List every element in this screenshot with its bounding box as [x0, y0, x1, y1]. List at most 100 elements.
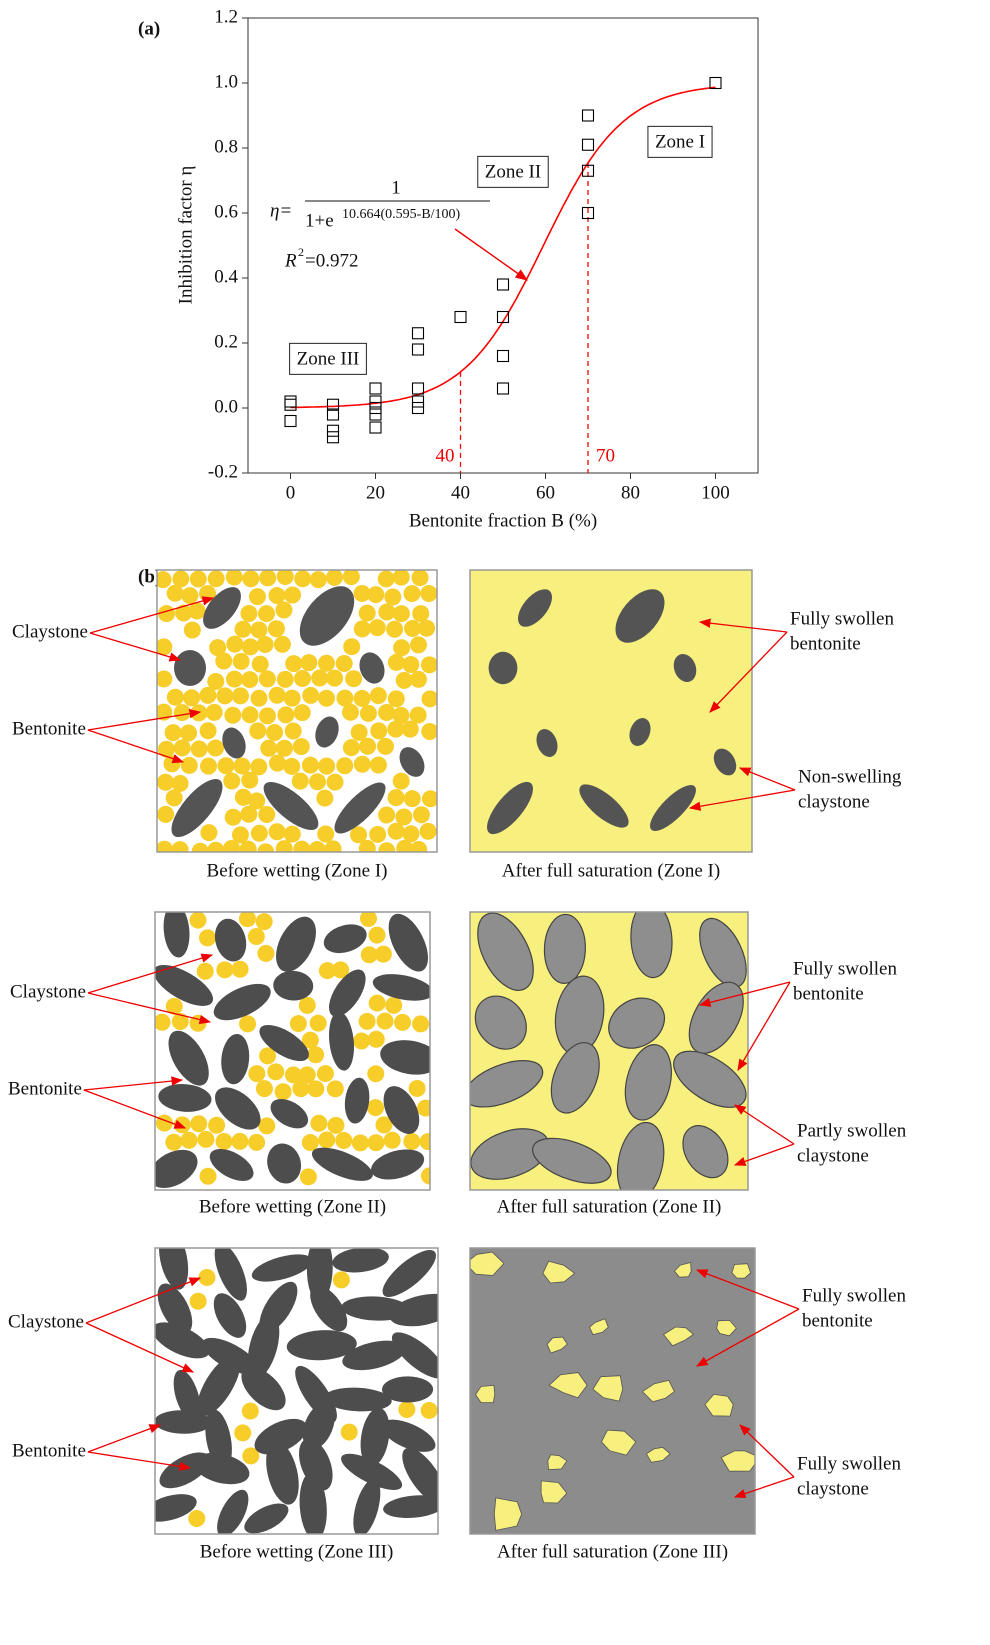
bentonite-grain	[260, 739, 278, 757]
bentonite-grain	[165, 1133, 183, 1151]
arrow	[733, 1143, 795, 1166]
arrow	[87, 1424, 162, 1453]
particle	[267, 1143, 302, 1184]
bentonite-grain	[353, 584, 371, 602]
bentonite-grain	[234, 620, 252, 638]
bentonite-grain	[171, 774, 189, 792]
bentonite-grain	[189, 570, 207, 588]
bentonite-grain	[420, 1401, 438, 1419]
bentonite-grain	[189, 912, 207, 929]
bentonite-grain	[308, 773, 326, 791]
label: claystone	[797, 1478, 869, 1499]
data-point	[709, 76, 722, 90]
data-point	[581, 138, 595, 151]
bentonite-grain	[324, 840, 342, 852]
bentonite-grain	[242, 570, 260, 588]
bentonite-grain	[166, 584, 184, 602]
bentonite-grain	[300, 654, 318, 672]
bentonite-grain	[368, 994, 386, 1012]
arrow	[738, 767, 796, 791]
bentonite-grain	[216, 961, 234, 979]
bentonite-grain	[318, 962, 336, 980]
bentonite-grain	[207, 672, 225, 690]
bentonite-blob	[641, 1379, 675, 1403]
bentonite-grain	[293, 840, 311, 852]
bentonite-grain	[240, 605, 258, 623]
bentonite-grain	[377, 737, 395, 755]
y-tick-label: 0.4	[214, 266, 238, 287]
arrow	[87, 953, 214, 994]
bentonite-grain	[367, 1065, 385, 1083]
bentonite-grain	[215, 652, 233, 670]
arrow	[87, 709, 202, 731]
particle	[402, 1447, 438, 1505]
particle	[155, 1149, 198, 1188]
particle	[310, 1285, 348, 1332]
bentonite-grain	[410, 670, 428, 688]
bentonite-grain	[387, 690, 405, 708]
data-point	[326, 398, 340, 411]
bentonite-grain	[387, 653, 405, 671]
bentonite-blob	[548, 1372, 588, 1399]
bentonite-grain	[188, 1510, 206, 1528]
bentonite-grain	[275, 840, 293, 852]
bentonite-grain	[164, 724, 182, 742]
arrow	[733, 1476, 795, 1499]
bentonite-grain	[207, 570, 225, 588]
x-tick-label: 100	[701, 482, 730, 503]
schematic	[155, 912, 430, 1190]
caption: Before wetting (Zone II)	[199, 1196, 386, 1217]
bentonite-grain	[383, 1131, 401, 1149]
bentonite-grain	[353, 689, 371, 707]
bentonite-grain	[301, 1031, 319, 1049]
bentonite-grain	[395, 808, 413, 826]
data-point	[411, 395, 425, 408]
bentonite-grain	[241, 771, 259, 789]
bentonite-grain	[223, 772, 241, 790]
bentonite-blob	[547, 1454, 568, 1471]
bentonite-grain	[378, 603, 396, 621]
schematic	[157, 570, 437, 852]
bentonite-grain	[370, 722, 388, 740]
bentonite-grain	[311, 669, 329, 687]
bentonite-grain	[385, 996, 403, 1014]
bentonite-grain	[332, 1271, 350, 1289]
bentonite-grain	[401, 720, 419, 738]
bentonite-grain	[215, 1133, 233, 1151]
bentonite-grain	[199, 722, 217, 740]
data-point	[411, 343, 425, 356]
bentonite-grain	[240, 805, 258, 823]
bentonite-grain	[374, 945, 392, 963]
arrow	[87, 729, 185, 764]
bentonite-grain	[343, 638, 361, 656]
zone-box	[647, 125, 713, 158]
particle	[263, 781, 319, 831]
bentonite-grain	[369, 825, 387, 843]
bentonite-blob	[493, 1497, 523, 1531]
bentonite-grain	[197, 1130, 215, 1148]
bentonite-grain	[183, 621, 201, 639]
zone-label: Zone III	[297, 348, 360, 369]
arrow	[87, 1451, 192, 1471]
particle	[254, 1418, 308, 1455]
bentonite-grain	[231, 1132, 249, 1150]
particle	[311, 1147, 373, 1181]
bentonite-grain	[298, 1066, 316, 1084]
x-tick-label: 40	[451, 482, 470, 503]
particle	[270, 1099, 309, 1129]
particle	[381, 1419, 436, 1452]
bentonite-grain	[375, 1116, 393, 1134]
bentonite-grain	[171, 1012, 189, 1030]
bentonite-grain	[238, 912, 256, 928]
bentonite-grain	[231, 826, 249, 844]
zone-label: Zone II	[485, 161, 541, 182]
data-point	[411, 327, 425, 340]
bentonite-grain	[332, 961, 350, 979]
particle	[259, 1024, 309, 1062]
bentonite-grain	[353, 755, 371, 773]
bentonite-grain	[258, 670, 276, 688]
bentonite-grain	[225, 570, 243, 586]
bentonite-blob	[540, 1480, 568, 1504]
data-point	[581, 109, 595, 122]
bentonite-grain	[378, 806, 396, 824]
